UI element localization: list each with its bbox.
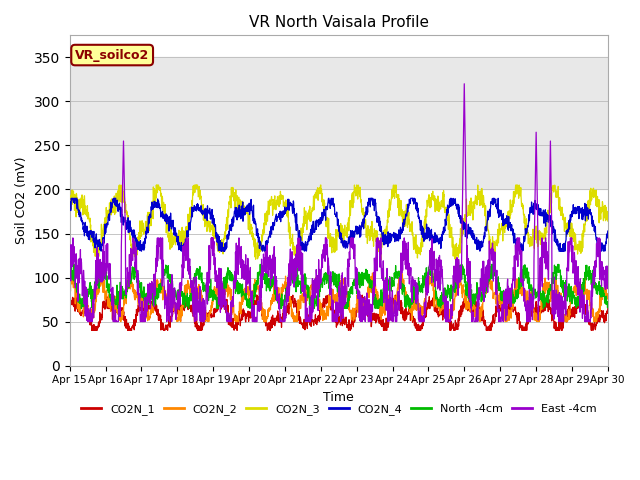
East -4cm	[314, 277, 321, 283]
CO2N_1	[589, 322, 596, 328]
North -4cm	[314, 291, 321, 297]
CO2N_3	[490, 238, 498, 244]
CO2N_4	[67, 195, 75, 201]
CO2N_1	[66, 297, 74, 303]
Bar	[70, 57, 608, 190]
East -4cm	[604, 272, 612, 278]
CO2N_4	[604, 228, 612, 234]
CO2N_3	[93, 247, 101, 252]
East -4cm	[490, 255, 498, 261]
CO2N_4	[93, 245, 101, 251]
CO2N_2	[369, 270, 376, 276]
North -4cm	[77, 305, 85, 311]
Line: East -4cm: East -4cm	[70, 84, 608, 322]
CO2N_3	[604, 218, 612, 224]
CO2N_2	[490, 292, 498, 298]
East -4cm	[589, 288, 596, 294]
North -4cm	[94, 280, 102, 286]
East -4cm	[66, 276, 74, 281]
Text: VR_soilco2: VR_soilco2	[75, 48, 149, 61]
East -4cm	[328, 286, 335, 292]
CO2N_4	[490, 195, 498, 201]
CO2N_1	[589, 324, 596, 330]
CO2N_3	[314, 185, 321, 191]
CO2N_3	[328, 250, 335, 256]
CO2N_2	[66, 276, 74, 282]
CO2N_1	[93, 324, 101, 329]
Line: CO2N_4: CO2N_4	[70, 198, 608, 251]
CO2N_3	[66, 208, 74, 214]
Line: CO2N_3: CO2N_3	[70, 185, 608, 260]
CO2N_2	[314, 285, 321, 291]
CO2N_4	[589, 220, 596, 226]
CO2N_4	[328, 197, 335, 203]
CO2N_2	[604, 295, 612, 301]
Line: CO2N_2: CO2N_2	[70, 273, 608, 322]
North -4cm	[490, 270, 498, 276]
CO2N_3	[589, 191, 596, 196]
East -4cm	[589, 293, 596, 299]
CO2N_2	[589, 313, 596, 319]
Legend: CO2N_1, CO2N_2, CO2N_3, CO2N_4, North -4cm, East -4cm: CO2N_1, CO2N_2, CO2N_3, CO2N_4, North -4…	[77, 400, 601, 420]
CO2N_2	[328, 293, 335, 299]
North -4cm	[66, 277, 74, 283]
Line: CO2N_1: CO2N_1	[70, 295, 608, 330]
CO2N_3	[589, 188, 596, 194]
X-axis label: Time: Time	[323, 391, 354, 404]
North -4cm	[328, 274, 335, 279]
North -4cm	[589, 278, 596, 284]
Y-axis label: Soil CO2 (mV): Soil CO2 (mV)	[15, 157, 28, 244]
East -4cm	[93, 249, 101, 255]
CO2N_2	[117, 319, 125, 324]
Title: VR North Vaisala Profile: VR North Vaisala Profile	[249, 15, 429, 30]
CO2N_3	[116, 182, 124, 188]
East -4cm	[84, 319, 92, 324]
CO2N_4	[589, 223, 596, 229]
CO2N_1	[88, 327, 95, 333]
CO2N_1	[328, 307, 335, 313]
CO2N_4	[66, 207, 74, 213]
North -4cm	[70, 262, 78, 267]
CO2N_4	[97, 248, 105, 254]
CO2N_2	[589, 305, 596, 311]
CO2N_2	[93, 288, 101, 293]
CO2N_1	[490, 320, 498, 325]
East -4cm	[460, 81, 468, 87]
CO2N_1	[253, 292, 260, 298]
CO2N_1	[604, 305, 612, 311]
Line: North -4cm: North -4cm	[70, 264, 608, 308]
North -4cm	[604, 304, 612, 310]
CO2N_4	[314, 219, 321, 225]
CO2N_3	[94, 257, 102, 263]
CO2N_1	[314, 315, 321, 321]
North -4cm	[589, 267, 596, 273]
